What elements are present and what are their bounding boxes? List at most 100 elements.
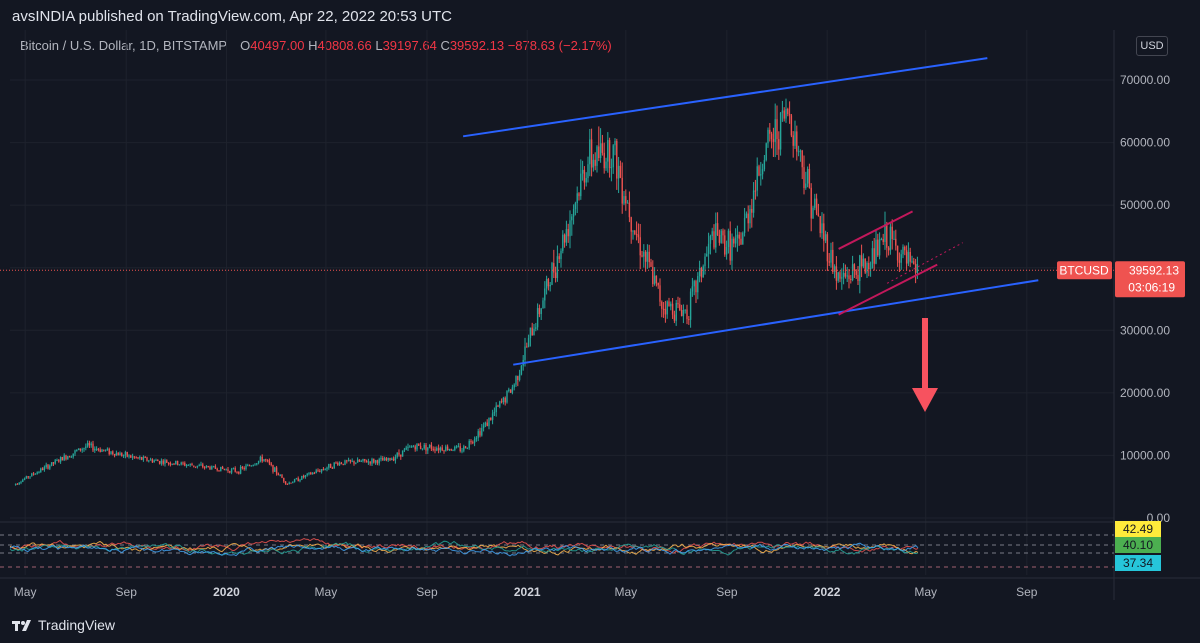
candle-body	[445, 446, 447, 452]
candle-body	[506, 390, 508, 403]
candle-body	[540, 308, 542, 315]
candle-body	[128, 455, 130, 457]
tradingview-brand[interactable]: TradingView	[12, 617, 115, 633]
candle-body	[171, 463, 173, 465]
candle-body	[565, 229, 568, 243]
candle-body	[871, 248, 874, 269]
candle-body	[621, 177, 623, 204]
price-series	[0, 98, 1114, 486]
high-value: 40808.66	[317, 38, 372, 53]
candle-body	[54, 460, 56, 464]
symbol-legend[interactable]: Bitcoin / U.S. Dollar, 1D, BITSTAMP O404…	[20, 38, 612, 53]
oscillator-line	[9, 542, 919, 557]
candle-body	[796, 131, 798, 152]
candle-body	[657, 283, 659, 286]
candle-body	[196, 465, 199, 467]
candle-body	[283, 477, 285, 482]
candle-body	[162, 460, 164, 464]
price-tick-label: 30000.00	[1120, 323, 1170, 337]
candle-body	[137, 457, 139, 459]
candle-body	[767, 129, 769, 144]
candle-body	[454, 446, 456, 451]
candle-body	[592, 159, 595, 168]
candle-body	[801, 150, 803, 168]
candle-body	[126, 452, 128, 457]
candle-body	[619, 165, 622, 178]
time-tick-label: Sep	[1016, 585, 1038, 599]
candle-body	[779, 112, 782, 150]
candle-body	[310, 472, 312, 475]
candle-body	[193, 465, 195, 467]
candle-body	[247, 465, 249, 467]
open-label: O	[240, 38, 251, 53]
candle-body	[209, 466, 211, 470]
candle-body	[385, 458, 388, 461]
candle-body	[632, 230, 634, 232]
candle-body	[401, 450, 404, 457]
candle-body	[589, 139, 591, 165]
candle-body	[574, 203, 577, 210]
candle-body	[446, 446, 449, 451]
dotted-trend-line	[886, 242, 963, 284]
candle-body	[670, 303, 672, 307]
top-bar	[0, 0, 1200, 34]
candle-body	[677, 302, 679, 305]
candle-body	[661, 301, 663, 309]
low-label: L	[375, 38, 383, 53]
candle-body	[353, 460, 355, 464]
candle-body	[544, 288, 546, 301]
candle-body	[320, 469, 323, 472]
candle-body	[733, 238, 735, 244]
lower-channel-line	[513, 279, 1039, 366]
candle-body	[259, 456, 262, 461]
time-tick-label: 2022	[814, 585, 841, 599]
candle-body	[230, 469, 233, 473]
candle-body	[416, 443, 418, 450]
candle-body	[772, 139, 775, 142]
candle-body	[580, 173, 582, 197]
candle-body	[742, 232, 744, 245]
candle-body	[729, 230, 731, 261]
candle-body	[578, 193, 580, 197]
candle-body	[86, 443, 89, 447]
candle-body	[790, 115, 793, 136]
candle-body	[425, 444, 427, 451]
candle-body	[513, 384, 515, 388]
candle-body	[252, 464, 254, 466]
candle-body	[148, 460, 150, 462]
candle-body	[868, 262, 870, 270]
candle-body	[74, 450, 76, 454]
candle-body	[869, 268, 872, 270]
open-value: 40497.00	[250, 38, 305, 53]
candle-body	[695, 281, 697, 293]
candle-body	[329, 463, 332, 468]
candle-body	[317, 470, 319, 472]
low-value: 39197.64	[382, 38, 437, 53]
price-chart[interactable]: 70000.0060000.0050000.0040000.0030000.00…	[0, 0, 1200, 610]
candle-body	[173, 463, 175, 465]
candle-body	[646, 251, 649, 262]
candle-body	[637, 234, 640, 238]
candle-body	[423, 444, 425, 449]
candle-body	[542, 300, 544, 309]
candle-body	[90, 443, 92, 446]
candle-body	[418, 443, 420, 446]
candle-body	[864, 258, 866, 273]
candle-body	[261, 456, 263, 462]
candle-body	[702, 266, 704, 278]
candle-body	[765, 143, 767, 161]
candle-body	[509, 389, 512, 393]
candle-body	[873, 248, 875, 264]
indicator-value-box	[1115, 521, 1161, 537]
candle-body	[778, 139, 780, 150]
candle-body	[187, 464, 190, 466]
candle-body	[436, 448, 438, 451]
candle-body	[601, 143, 604, 153]
candle-body	[175, 460, 177, 464]
candle-body	[698, 267, 701, 277]
candle-body	[713, 231, 715, 248]
candle-body	[43, 466, 46, 471]
candle-body	[787, 108, 789, 115]
currency-button[interactable]: USD	[1136, 36, 1168, 56]
candle-body	[65, 455, 67, 460]
